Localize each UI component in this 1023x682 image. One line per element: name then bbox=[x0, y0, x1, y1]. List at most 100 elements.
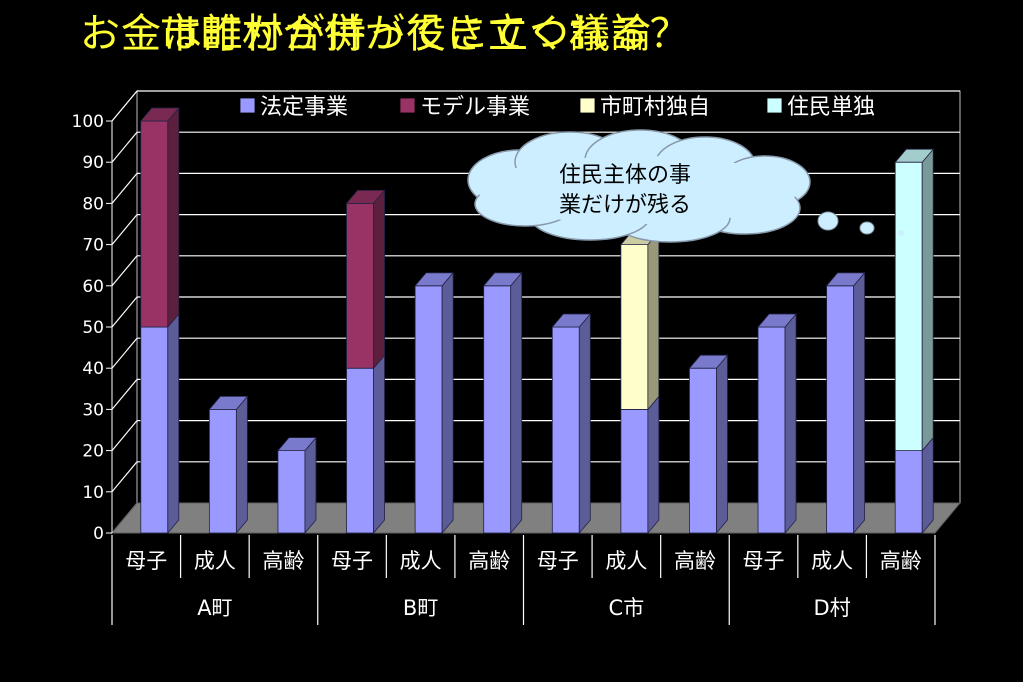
bar-front bbox=[208, 408, 237, 534]
bar-side bbox=[853, 271, 866, 535]
cloud-text-line2: 業だけが残る bbox=[559, 193, 691, 218]
bar-segment bbox=[139, 312, 180, 535]
bar-top bbox=[894, 148, 935, 163]
bar-segment bbox=[894, 148, 935, 452]
bar-side bbox=[373, 354, 385, 535]
x-group-label: C市 bbox=[609, 596, 645, 620]
chart-title: お金は誰かが持ってきてくれる？ bbox=[80, 11, 691, 57]
gridline-side bbox=[111, 131, 138, 163]
bar-front bbox=[826, 285, 855, 534]
bar-front bbox=[140, 120, 169, 328]
bar-segment bbox=[345, 189, 386, 370]
bar-top bbox=[688, 354, 729, 369]
y-tick-label: 60 bbox=[82, 277, 104, 297]
bar-segment bbox=[277, 436, 317, 535]
floor-surface bbox=[110, 502, 962, 534]
legend-label: 市町村独自 bbox=[600, 95, 710, 120]
bar-top bbox=[482, 272, 523, 287]
bar-side bbox=[647, 230, 660, 411]
bar-segment bbox=[139, 106, 180, 329]
y-tick-label: 30 bbox=[82, 400, 104, 420]
bar-segment bbox=[894, 436, 935, 535]
bar-segment bbox=[345, 354, 386, 535]
x-axis: 母子 成人 高齢 A町 母子 成人 高齢 B町 母子 成人 高齢 C市 母子 成人 高齢 D村 bbox=[111, 535, 936, 625]
bar-segment bbox=[620, 395, 660, 535]
x-category-label: 高齢 bbox=[262, 549, 304, 573]
x-category-label: 成人 bbox=[605, 549, 647, 573]
y-tick-label: 20 bbox=[82, 442, 104, 462]
bar-front bbox=[277, 450, 306, 534]
legend-label: 法定事業 bbox=[260, 95, 348, 120]
bar-segment bbox=[551, 312, 592, 535]
x-category-label: 母子 bbox=[537, 549, 579, 573]
gridline-side bbox=[111, 337, 138, 369]
bar-front bbox=[140, 326, 169, 534]
bar-side bbox=[647, 395, 660, 535]
bar-side bbox=[167, 106, 180, 329]
bar-segment bbox=[757, 312, 797, 535]
bar-segment bbox=[620, 230, 660, 411]
bar-front bbox=[414, 285, 443, 534]
legend-label: 住民単独 bbox=[787, 95, 875, 120]
bar-front bbox=[620, 408, 649, 534]
bar-side bbox=[510, 271, 523, 535]
gridline-side bbox=[111, 255, 138, 287]
cloud-text-line1: 住民主体の事 bbox=[559, 163, 691, 188]
bar-top bbox=[757, 313, 797, 328]
bar-front bbox=[620, 244, 649, 410]
x-category-label: 母子 bbox=[743, 549, 785, 573]
bar-side bbox=[167, 312, 180, 535]
legend-swatch bbox=[399, 97, 416, 114]
x-group-label: B町 bbox=[403, 596, 438, 620]
bar-side bbox=[784, 312, 797, 535]
bar-top bbox=[139, 107, 180, 122]
chart-subtitle: 市町村合併が役に立つ議論 bbox=[160, 11, 652, 57]
bar-side bbox=[578, 312, 591, 535]
y-tick-label: 80 bbox=[82, 194, 104, 214]
gridline-side bbox=[111, 90, 138, 122]
gridline-side bbox=[111, 420, 138, 451]
x-category-label: 母子 bbox=[125, 549, 167, 573]
legend-swatch bbox=[239, 97, 256, 114]
bar-top bbox=[277, 437, 317, 452]
x-category-label: 高齢 bbox=[880, 549, 922, 573]
legend-swatch bbox=[579, 97, 596, 114]
gridline-side bbox=[111, 296, 138, 328]
bar-front bbox=[346, 202, 374, 369]
bar-top bbox=[345, 189, 386, 204]
y-tick-label: 100 bbox=[72, 112, 104, 132]
x-category-label: 高齢 bbox=[468, 549, 510, 573]
x-group-label: D村 bbox=[814, 596, 851, 620]
thought-cloud: 住民主体の事 業だけが残る bbox=[467, 129, 904, 243]
x-category-label: 高齢 bbox=[674, 549, 716, 573]
y-tick-label: 90 bbox=[82, 153, 104, 173]
bar-segment bbox=[208, 395, 249, 535]
bar-segment bbox=[414, 271, 454, 535]
bar-segment bbox=[825, 271, 866, 535]
x-category-label: 成人 bbox=[400, 549, 442, 573]
bar-side bbox=[441, 271, 454, 535]
x-category-label: 母子 bbox=[331, 549, 373, 573]
bar-front bbox=[894, 161, 923, 451]
bar-front bbox=[689, 367, 717, 534]
chart-bars bbox=[139, 106, 935, 535]
y-tick-label: 70 bbox=[82, 236, 104, 256]
y-tick-label: 40 bbox=[82, 359, 104, 379]
bar-front bbox=[346, 367, 374, 534]
bar-side bbox=[304, 436, 317, 535]
legend-label: モデル事業 bbox=[420, 95, 530, 120]
bar-front bbox=[483, 285, 512, 534]
bar-side bbox=[716, 354, 728, 535]
chart-legend: 法定事業 モデル事業 市町村独自 住民単独 bbox=[239, 95, 875, 120]
bar-side bbox=[921, 436, 934, 535]
bar-front bbox=[551, 326, 580, 534]
gridline-side bbox=[111, 461, 138, 493]
y-tick-label: 10 bbox=[82, 483, 104, 503]
bar-side bbox=[921, 148, 934, 452]
x-category-label: 成人 bbox=[811, 549, 853, 573]
bar-top bbox=[551, 313, 592, 328]
bar-side bbox=[373, 189, 385, 370]
bar-top bbox=[825, 272, 866, 287]
x-group-label: A町 bbox=[197, 596, 232, 620]
